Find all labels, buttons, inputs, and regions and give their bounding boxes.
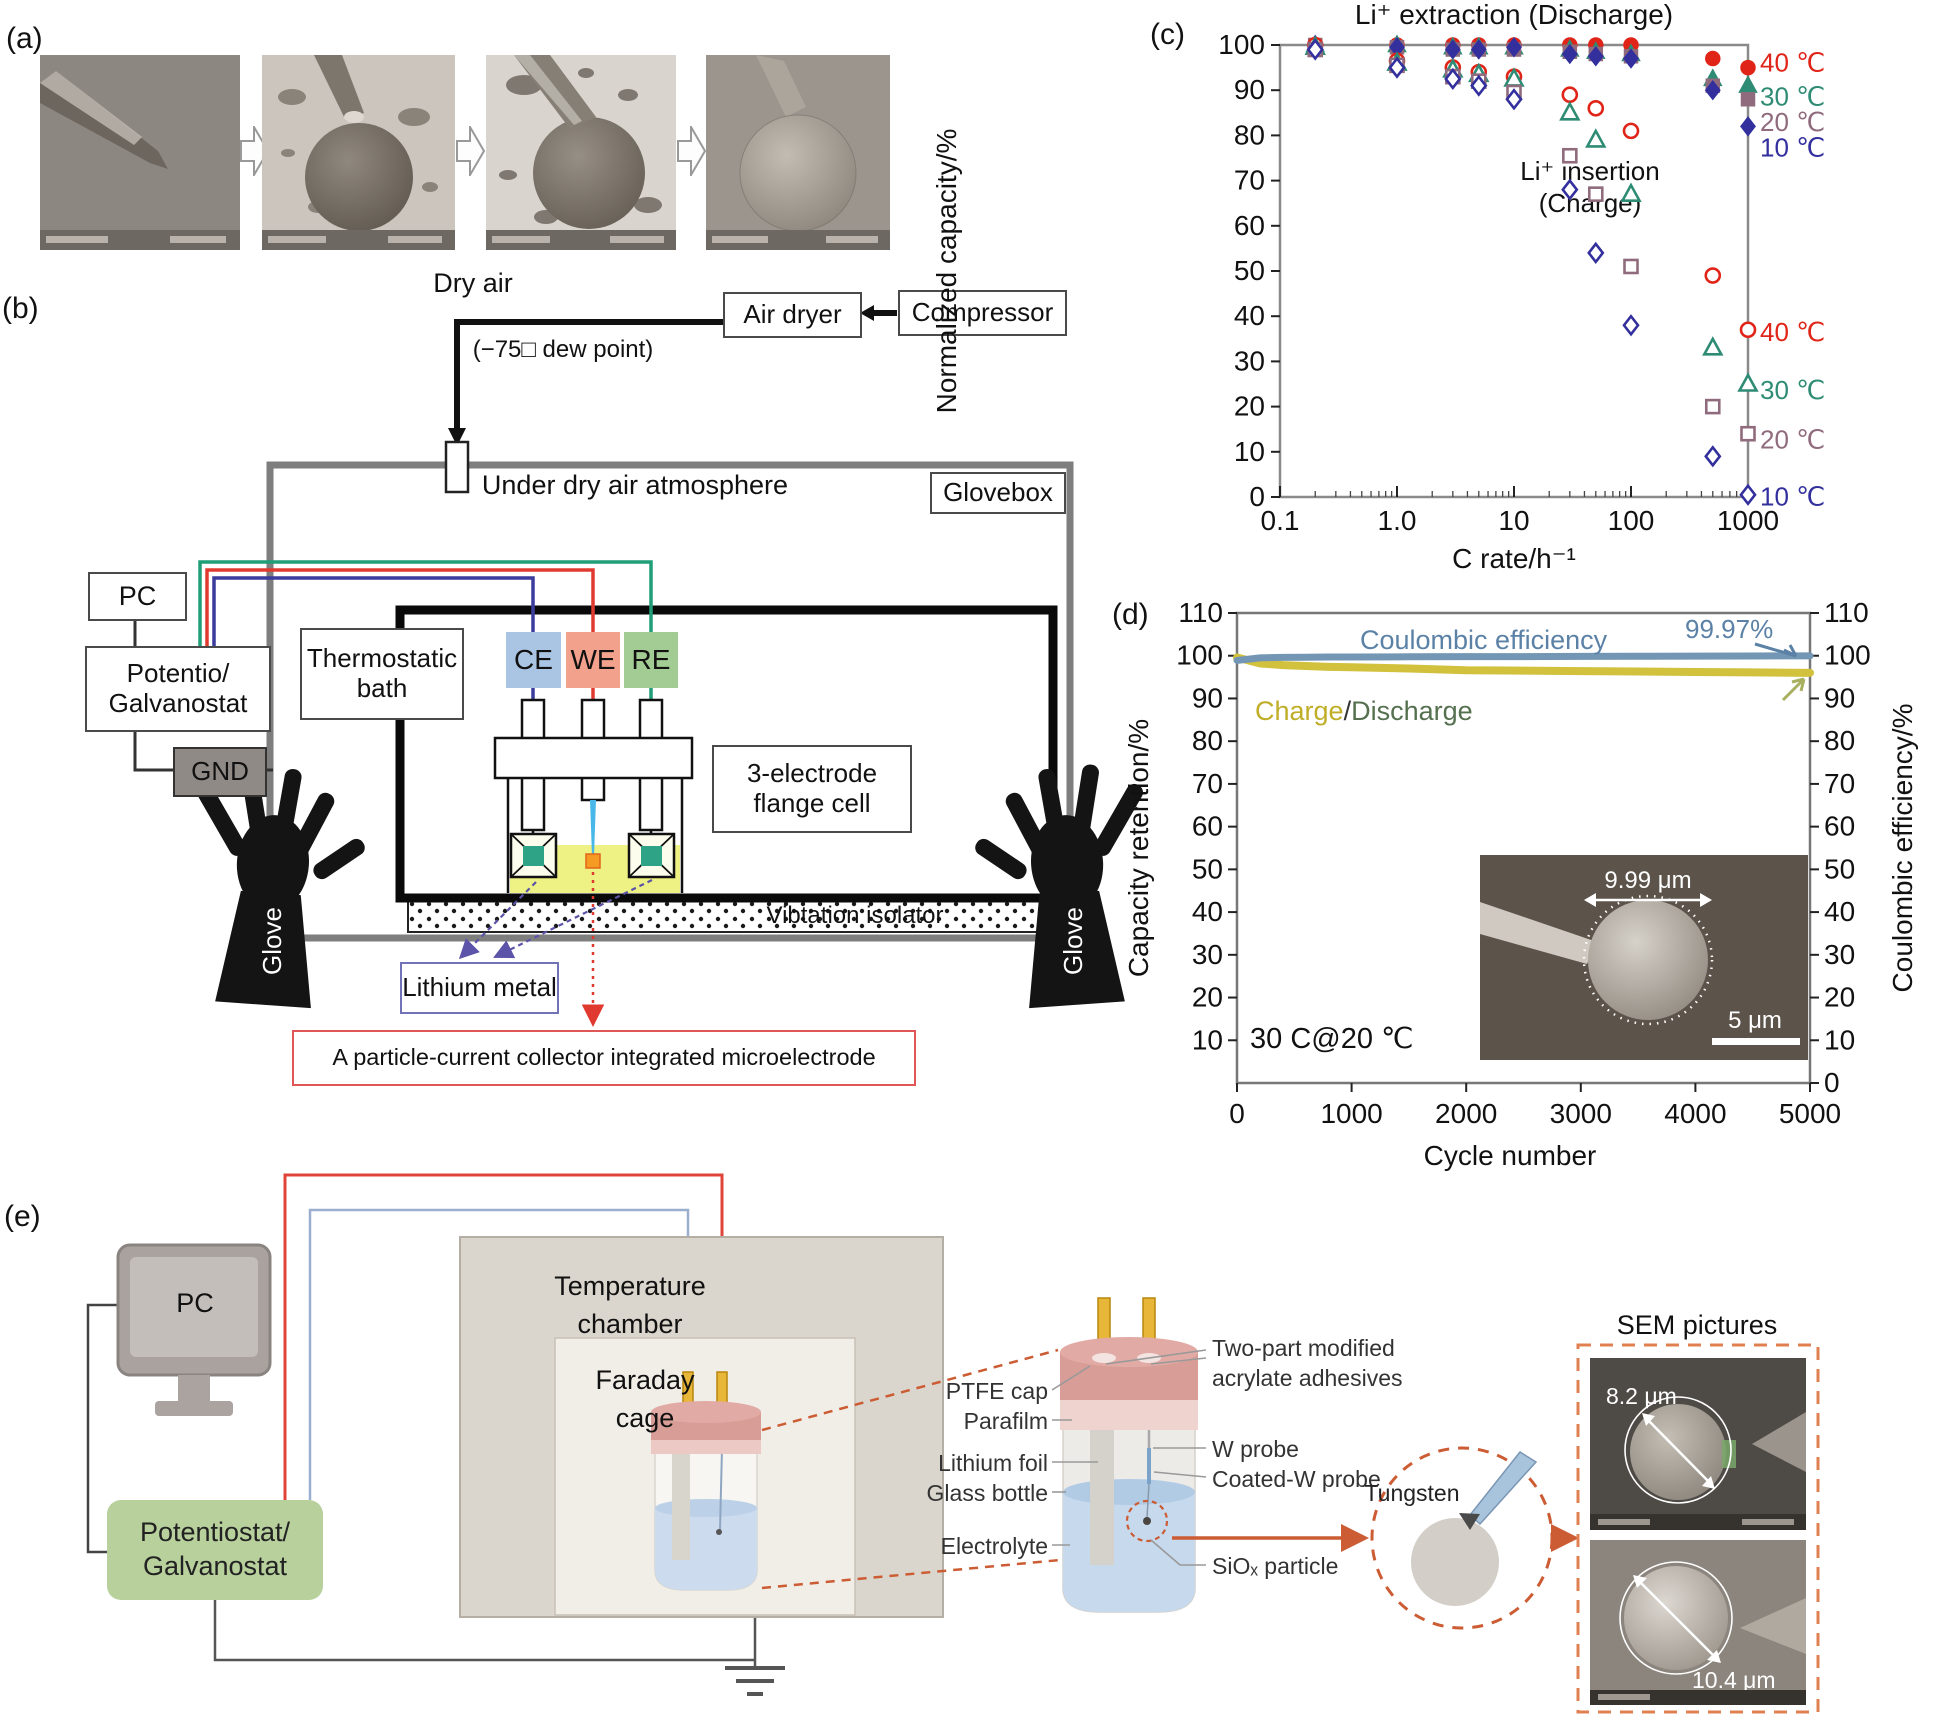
gnd-box: GND — [173, 747, 267, 797]
potentiostat-box: Potentiostat/ Galvanostat — [107, 1500, 323, 1600]
re-wire-green — [198, 560, 653, 646]
panel-d-label: (d) — [1112, 598, 1149, 631]
sem-image-2: 10.4 μm — [1590, 1540, 1806, 1705]
siox-particle-label: SiOₓ particle — [1212, 1553, 1339, 1579]
potentio-galvanostat-box: Potentio/ Galvanostat — [85, 646, 271, 732]
microelectrode-label-box: A particle-current collector integrated … — [292, 1030, 916, 1086]
ptfe-cap-label: PTFE cap — [945, 1378, 1048, 1404]
pc-label-e: PC — [176, 1288, 214, 1318]
thermostatic-bath-label-box: Thermostatic bath — [300, 628, 464, 720]
we-electrode-tag: WE — [566, 632, 620, 688]
electrolyte-label: Electrolyte — [940, 1533, 1048, 1559]
glass-needle — [590, 800, 596, 856]
lithium-metal-label-box: Lithium metal — [400, 962, 559, 1014]
sem-sequence-image-3 — [486, 55, 676, 250]
sem-sequence-image-2 — [262, 55, 455, 250]
step-arrow-3 — [677, 126, 707, 176]
gas-inlet-port — [444, 440, 470, 494]
lithium-electrode-ce — [509, 832, 558, 879]
step-arrow-1 — [240, 126, 270, 176]
pc-wire — [86, 1303, 118, 1554]
cell-bottle-small — [651, 1371, 761, 1591]
panel-e-schematic: 8.2 μm 10.4 μm — [86, 1173, 1820, 1714]
potentio-gnd-wire — [133, 728, 173, 772]
particle-highlight-circle — [1125, 1499, 1169, 1543]
panel-b-label: (b) — [2, 292, 39, 325]
w-probe-label: W probe — [1212, 1436, 1299, 1462]
vibration-isolator-label: Vibtation isolator — [766, 902, 944, 929]
atmosphere-label: Under dry air atmosphere — [481, 470, 789, 500]
lithium-foil-label: Lithium foil — [938, 1450, 1048, 1476]
compressor-box: Compressor — [898, 290, 1067, 336]
we-wire-red — [205, 568, 595, 646]
dry-air-pipe — [454, 319, 723, 430]
glovebox-label-box: Glovebox — [930, 472, 1066, 514]
glass-bottle-label: Glass bottle — [926, 1480, 1048, 1506]
magnify-line-bottom — [761, 1558, 1061, 1590]
panel-a-label: (a) — [6, 22, 43, 55]
zoom-particle-sphere — [1411, 1518, 1499, 1606]
tungsten-label: Tungsten — [1364, 1480, 1460, 1506]
flange-cell — [493, 688, 694, 893]
coated-w-probe-label: Coated-W probe — [1212, 1466, 1381, 1492]
flange-plate — [493, 736, 694, 780]
ground-symbol-icon — [725, 1666, 785, 1696]
ground-wire — [213, 1600, 755, 1662]
lithium-foil-strip — [1090, 1420, 1114, 1565]
parafilm-label: Parafilm — [963, 1408, 1048, 1434]
sem-sequence-image-1 — [40, 55, 240, 250]
tungsten-tip — [1459, 1513, 1480, 1530]
air-dryer-box: Air dryer — [723, 292, 862, 338]
ce-electrode-tag: CE — [506, 632, 561, 688]
step-arrow-2 — [456, 126, 486, 176]
re-electrode-tag: RE — [624, 632, 678, 688]
temperature-chamber-label: Temperature chamber — [554, 1271, 706, 1339]
dry-air-label: Dry air — [433, 268, 513, 298]
sem1-measure-label: 8.2 μm — [1606, 1383, 1677, 1409]
ce-wire-blue — [212, 576, 535, 646]
pc-box: PC — [88, 572, 187, 621]
glove-left-label: Glove — [257, 907, 287, 975]
flange-cell-label-box: 3-electrode flange cell — [712, 745, 912, 833]
magnify-line-top — [761, 1348, 1059, 1432]
tungsten-probe-shaft — [1468, 1451, 1538, 1526]
glove-right-label: Glove — [1058, 907, 1088, 975]
siox-particle-dot — [1143, 1517, 1151, 1525]
faraday-cage-label: Faraday cage — [595, 1365, 695, 1433]
particle-microelectrode — [585, 853, 601, 869]
lithium-callout-arrow-2 — [493, 879, 653, 959]
compressor-arrowhead — [860, 305, 874, 321]
sem-pictures-title: SEM pictures — [1616, 1310, 1778, 1340]
dry-air-arrowhead — [448, 428, 466, 446]
dew-point-label: (−75□ dew point) — [472, 336, 654, 363]
sem-image-1: 8.2 μm — [1590, 1358, 1806, 1530]
vibration-isolator-band — [407, 899, 1063, 933]
glove-left-icon — [197, 764, 365, 1009]
glove-right-icon — [975, 764, 1143, 1009]
panel-c-label: (c) — [1150, 18, 1185, 51]
sem2-measure-label: 10.4 μm — [1692, 1667, 1776, 1693]
label-leader-lines — [1051, 1349, 1460, 1566]
panel-e-label: (e) — [4, 1200, 41, 1233]
cell-bottle-large — [1060, 1297, 1198, 1613]
lithium-electrode-re — [627, 832, 676, 879]
sem-sequence-image-4 — [706, 55, 890, 250]
pc-monitor — [110, 1240, 280, 1420]
adhesive-label: Two-part modified acrylate adhesives — [1212, 1335, 1403, 1391]
